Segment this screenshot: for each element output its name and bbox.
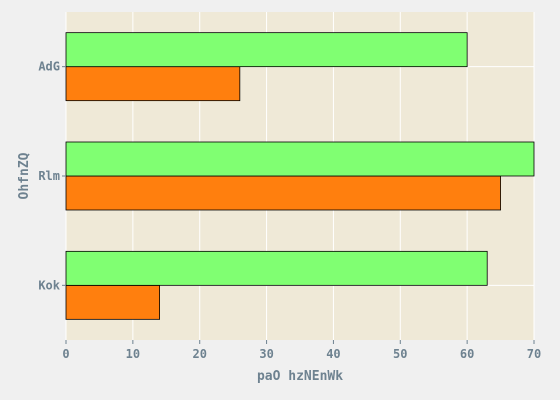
x-tick-label: 50	[393, 347, 407, 361]
bar-kok-series-1	[65, 284, 160, 320]
y-tick-label: Rlm	[38, 169, 60, 183]
x-tick-label: 10	[126, 347, 140, 361]
x-tick-label: 0	[62, 347, 69, 361]
x-axis-label: paO hzNEnWk	[257, 369, 343, 384]
y-tick-label: AdG	[38, 60, 60, 74]
x-tick-label: 20	[192, 347, 206, 361]
y-axis-label: OhfnZQ	[17, 152, 32, 199]
bars	[65, 32, 535, 320]
y-axis-ticks: Kok Rlm AdG	[38, 60, 66, 292]
x-tick-label: 70	[527, 347, 541, 361]
x-axis-ticks: 0 10 20 30 40 50 60 70	[62, 340, 541, 361]
bar-adg-series-2	[65, 32, 468, 68]
y-tick-label: Kok	[38, 278, 60, 292]
bar-adg-series-1	[65, 66, 241, 102]
bar-rlm-series-2	[65, 141, 535, 177]
x-tick-label: 30	[259, 347, 273, 361]
x-tick-label: 40	[326, 347, 340, 361]
bar-kok-series-2	[65, 250, 488, 286]
bar-rlm-series-1	[65, 175, 501, 211]
x-tick-label: 60	[460, 347, 474, 361]
